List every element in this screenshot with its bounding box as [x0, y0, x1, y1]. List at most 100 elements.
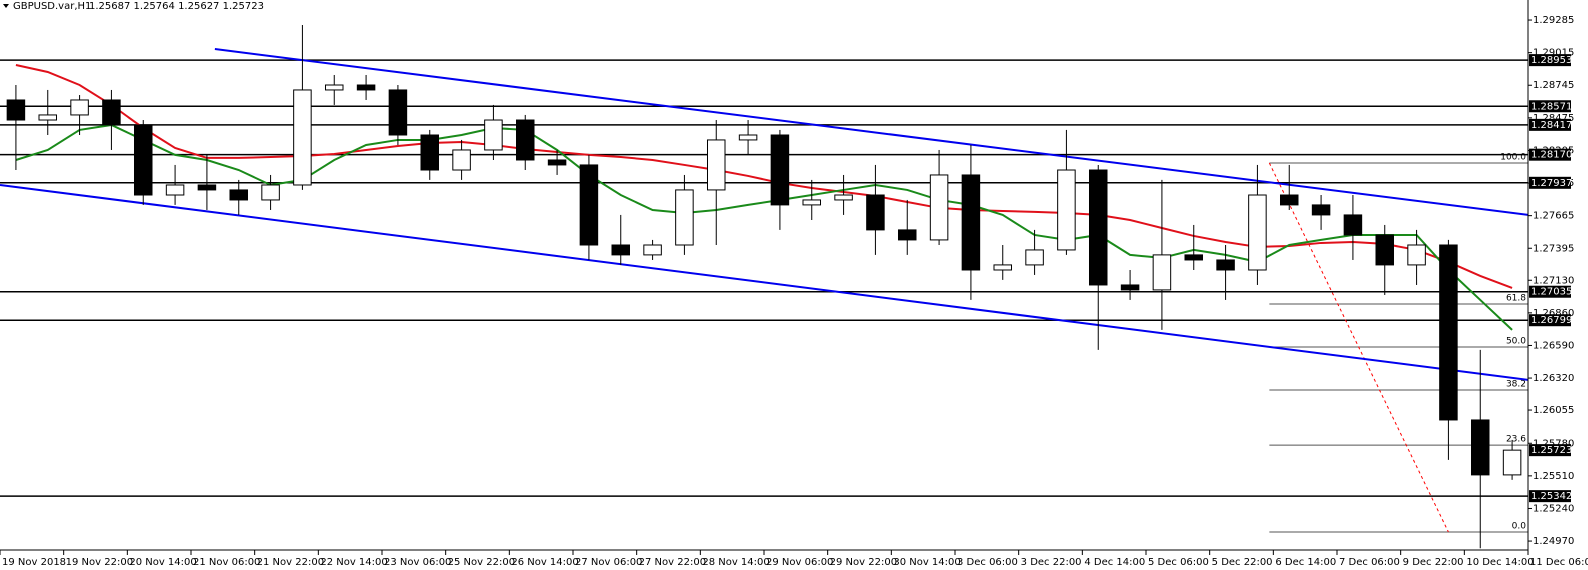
x-tick-label: 28 Nov 14:00	[702, 557, 769, 568]
candle-body	[993, 264, 1013, 271]
candle-body	[515, 119, 535, 161]
y-tick-label: 1.29015	[1533, 48, 1574, 59]
level-label: 1.27937	[1531, 178, 1572, 189]
fib-label: 0.0	[1512, 522, 1527, 532]
level-label: 1.28417	[1531, 120, 1572, 131]
x-tick-label: 23 Nov 06:00	[384, 557, 451, 568]
x-tick-label: 10 Dec 14:00	[1466, 557, 1533, 568]
level-label-box	[1529, 314, 1571, 327]
candle-body	[1470, 419, 1490, 476]
level-label-box	[1529, 54, 1571, 67]
x-tick-label: 26 Nov 14:00	[511, 557, 578, 568]
candle-body	[1248, 194, 1267, 271]
candle-body	[197, 184, 217, 191]
x-tick-label: 5 Dec 22:00	[1212, 557, 1273, 568]
candle-body	[102, 99, 121, 126]
x-tick-label: 3 Dec 22:00	[1021, 557, 1082, 568]
x-tick-label: 20 Nov 14:00	[129, 557, 196, 568]
candle-body	[547, 159, 567, 166]
x-tick-label: 21 Nov 22:00	[257, 557, 324, 568]
chart-title: GBPUSD.var,H1	[13, 1, 91, 12]
candle-body	[802, 199, 822, 206]
candle-body	[1025, 249, 1044, 266]
y-tick-label: 1.27130	[1533, 275, 1574, 286]
trendline	[214, 48, 1529, 216]
level-label-box	[1529, 100, 1571, 113]
candle-body	[38, 114, 58, 121]
menu-arrow	[3, 4, 9, 8]
x-tick-label: 30 Nov 14:00	[893, 557, 960, 568]
candle-body	[452, 149, 471, 171]
x-tick-label: 27 Nov 22:00	[639, 557, 706, 568]
candle-body	[611, 244, 631, 256]
y-tick-label: 1.26055	[1533, 405, 1574, 416]
candle-body	[675, 189, 694, 246]
x-tick-label: 9 Dec 22:00	[1403, 557, 1464, 568]
candle-body	[6, 99, 26, 121]
y-tick-label: 1.28745	[1533, 80, 1574, 91]
trendline	[0, 183, 1529, 381]
x-tick-label: 19 Nov 2018	[2, 557, 66, 568]
level-label: 1.27035	[1531, 287, 1572, 298]
x-tick-label: 22 Nov 14:00	[320, 557, 387, 568]
candle-body	[643, 244, 662, 256]
last-price-box	[1529, 444, 1571, 457]
candle-body	[1088, 169, 1108, 286]
x-tick-label: 11 Dec 06:00	[1530, 557, 1588, 568]
candle-body	[1279, 194, 1299, 206]
fib-trend	[1268, 162, 1449, 533]
level-label: 1.28170	[1531, 150, 1572, 161]
fib-label: 23.6	[1506, 435, 1526, 445]
candle-body	[133, 124, 153, 196]
fib-label: 100.0	[1500, 153, 1526, 163]
candle-body	[1216, 259, 1235, 271]
candle-body	[420, 134, 440, 171]
candle-body	[293, 89, 312, 186]
level-label: 1.25342	[1531, 491, 1572, 502]
candle-body	[1184, 254, 1204, 261]
candle-body	[961, 174, 981, 271]
x-tick-label: 3 Dec 06:00	[957, 557, 1018, 568]
candle-body	[929, 174, 949, 241]
candle-body	[1120, 284, 1140, 291]
level-label-box	[1529, 148, 1571, 161]
y-tick-label: 1.27395	[1533, 243, 1574, 254]
candle-body	[1152, 254, 1172, 291]
x-tick-label: 29 Nov 22:00	[830, 557, 897, 568]
candle-body	[1311, 204, 1331, 216]
x-tick-label: 21 Nov 06:00	[193, 557, 260, 568]
x-tick-label: 19 Nov 22:00	[66, 557, 133, 568]
x-tick-label: 27 Nov 06:00	[575, 557, 642, 568]
level-label: 1.26799	[1531, 315, 1572, 326]
level-label-box	[1529, 118, 1571, 131]
y-tick-label: 1.25780	[1533, 438, 1574, 449]
x-tick-label: 29 Nov 06:00	[766, 557, 833, 568]
level-label: 1.28571	[1531, 101, 1572, 112]
candle-body	[484, 119, 503, 151]
candle-body	[738, 134, 758, 141]
last-price-label: 1.25723	[1531, 445, 1572, 456]
candle-body	[70, 99, 89, 116]
candle-body	[770, 134, 790, 206]
y-tick-label: 1.26320	[1533, 373, 1574, 384]
candle-body	[388, 89, 408, 136]
level-label-box	[1529, 285, 1571, 298]
candle-body	[866, 194, 885, 231]
candle-body	[897, 229, 917, 241]
level-label-box	[1529, 490, 1571, 503]
x-tick-label: 4 Dec 14:00	[1084, 557, 1145, 568]
chart-ohlc: 1.25687 1.25764 1.25627 1.25723	[89, 1, 264, 12]
candle-body	[579, 164, 599, 246]
y-tick-label: 1.29285	[1533, 15, 1574, 26]
x-tick-label: 6 Dec 14:00	[1275, 557, 1336, 568]
y-tick-label: 1.26590	[1533, 340, 1574, 351]
y-tick-label: 1.28475	[1533, 113, 1574, 124]
y-tick-label: 1.27665	[1533, 211, 1574, 222]
level-label-box	[1529, 176, 1571, 189]
candle-body	[229, 189, 249, 201]
candle-body	[706, 139, 726, 191]
fib-label: 50.0	[1506, 337, 1526, 347]
fib-label: 38.2	[1506, 380, 1526, 390]
